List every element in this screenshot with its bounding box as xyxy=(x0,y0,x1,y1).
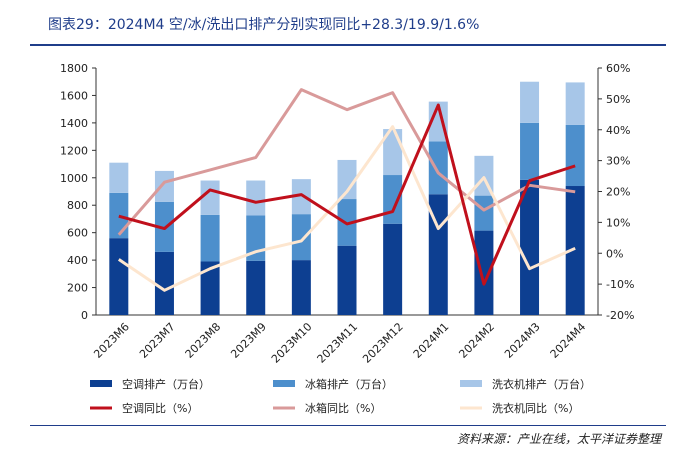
y-right-tick-label: -20% xyxy=(606,309,634,322)
bar-washer xyxy=(291,179,311,215)
x-tick-label: 2023M10 xyxy=(269,320,315,366)
bar-washer xyxy=(565,82,585,125)
y-left-tick-label: 1800 xyxy=(60,62,88,75)
y-right-tick-label: 40% xyxy=(606,124,630,137)
bar-ac xyxy=(383,223,403,315)
y-left-tick-label: 200 xyxy=(67,282,88,295)
bar-washer xyxy=(200,180,220,215)
line-washer-yoy xyxy=(117,125,576,292)
y-right-tick-label: 50% xyxy=(606,93,630,106)
bar-ac xyxy=(291,260,311,315)
source-note: 资料来源：产业在线，太平洋证券整理 xyxy=(456,432,661,446)
x-tick-label: 2023M7 xyxy=(137,320,178,361)
bar-washer xyxy=(154,170,174,202)
bar-fridge xyxy=(474,195,494,231)
y-right-tick-label: -10% xyxy=(606,278,634,291)
line-fridge-yoy xyxy=(117,88,576,236)
bar-ac xyxy=(200,261,220,315)
x-tick-label: 2024M3 xyxy=(502,320,543,361)
x-tick-label: 2024M1 xyxy=(411,320,452,361)
x-tick-label: 2023M9 xyxy=(228,320,269,361)
legend-label: 冰箱同比（%） xyxy=(305,401,381,415)
bar-fridge xyxy=(565,124,585,187)
chart-title: 图表29：2024M4 空/冰/洗出口排产分别实现同比+28.3/19.9/1.… xyxy=(48,17,480,33)
y-left-tick-label: 1600 xyxy=(60,89,88,102)
legend-label: 洗衣机同比（%） xyxy=(492,401,579,415)
y-right-tick-label: 0% xyxy=(606,247,623,260)
y-right-tick-label: 30% xyxy=(606,155,630,168)
y-right-tick-label: 20% xyxy=(606,186,630,199)
bar-fridge xyxy=(109,192,129,239)
x-tick-label: 2023M8 xyxy=(183,320,224,361)
source-divider xyxy=(30,425,666,426)
bar-fridge xyxy=(428,141,448,195)
legend-swatch xyxy=(460,380,482,387)
y-left-tick-label: 1200 xyxy=(60,144,88,157)
y-right-tick-label: 60% xyxy=(606,62,630,75)
bar-washer xyxy=(109,162,129,193)
bar-fridge xyxy=(291,214,311,261)
bar-ac xyxy=(154,251,174,315)
bar-ac xyxy=(109,238,129,315)
y-left-tick-label: 800 xyxy=(67,199,88,212)
x-tick-label: 2023M6 xyxy=(91,320,132,361)
line-ac-yoy xyxy=(118,103,576,286)
chart-svg: 0 200 400 600 800 1000 1200 1400 1600 1800 -20% -10… xyxy=(60,62,634,415)
y-left-tick-label: 1000 xyxy=(60,172,88,185)
bar-fridge xyxy=(200,214,220,262)
chart-title-bar: 图表29：2024M4 空/冰/洗出口排产分别实现同比+28.3/19.9/1.… xyxy=(30,8,666,40)
bar-ac xyxy=(520,179,540,315)
x-tick-label: 2023M12 xyxy=(360,320,406,366)
bar-washer xyxy=(337,159,357,200)
legend-label: 空调同比（%） xyxy=(122,401,198,415)
y-left-tick-label: 400 xyxy=(67,254,88,267)
y-left-tick-label: 1400 xyxy=(60,117,88,130)
bar-washer xyxy=(520,81,540,123)
bar-washer xyxy=(246,180,266,216)
y-left-tick-label: 600 xyxy=(67,227,88,240)
title-underline xyxy=(30,44,666,46)
x-tick-label: 2023M11 xyxy=(315,320,361,366)
x-tick-label: 2024M2 xyxy=(456,320,497,361)
legend-swatch xyxy=(273,380,295,387)
y-right-tick-label: 10% xyxy=(606,216,630,229)
bar-ac xyxy=(246,260,266,315)
legend-label: 洗衣机排产（万台） xyxy=(492,377,591,391)
bar-ac xyxy=(565,186,585,315)
bar-ac xyxy=(337,245,357,315)
legend-label: 冰箱排产（万台） xyxy=(305,377,393,391)
y-left-tick-label: 0 xyxy=(81,309,88,322)
bar-ac xyxy=(474,230,494,315)
bar-fridge xyxy=(520,122,540,180)
x-tick-label: 2024M4 xyxy=(548,320,589,361)
legend-label: 空调排产（万台） xyxy=(122,377,210,391)
bar-washer xyxy=(428,101,448,142)
legend-swatch xyxy=(90,380,112,387)
